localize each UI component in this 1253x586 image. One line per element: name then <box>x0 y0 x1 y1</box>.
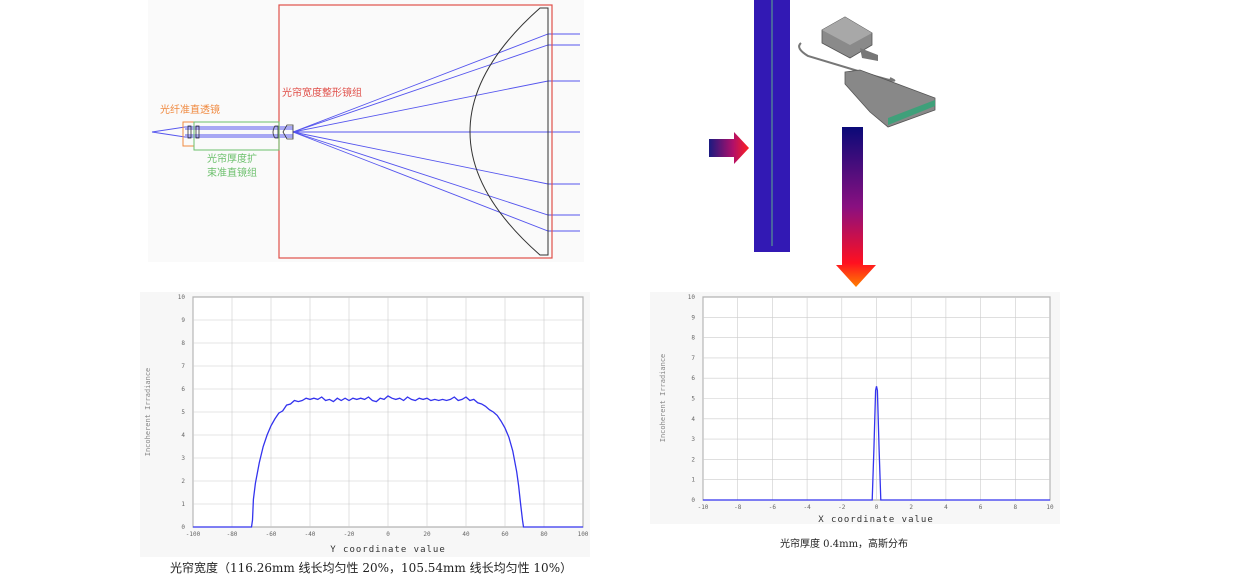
cylindrical-lens <box>469 7 549 256</box>
x-axis-label: X coordinate value <box>818 515 934 525</box>
y-tick-label: 5 <box>181 409 185 416</box>
y-tick-label: 9 <box>691 314 695 321</box>
x-tick-label: 100 <box>578 531 589 538</box>
series-line-irradiance <box>703 386 1050 501</box>
y-tick-label: 4 <box>691 416 695 423</box>
y-axis-label: Incoherent Irradiance <box>144 368 152 457</box>
x-tick-label: 8 <box>1013 504 1017 511</box>
gridlines <box>192 296 584 528</box>
optical-layout-diagram: 光纤准直透镜 光帘厚度扩 束准直镜组 光帘宽度整形镜组 <box>148 0 584 262</box>
light-sheet-illustration <box>709 0 936 287</box>
gridlines <box>702 296 1051 501</box>
x-tick-label: 0 <box>386 531 390 538</box>
x-tick-label: -20 <box>344 531 355 538</box>
y-tick-labels: 0 1 2 3 4 5 6 7 8 9 10 <box>688 294 696 504</box>
lens-icon <box>187 125 192 139</box>
lens-icon <box>272 125 279 139</box>
y-tick-label: 10 <box>688 294 696 301</box>
x-tick-label: -40 <box>305 531 316 538</box>
y-tick-label: 0 <box>691 497 695 504</box>
y-tick-label: 2 <box>181 478 185 485</box>
thickness-expander-box <box>193 121 280 151</box>
x-tick-label: 40 <box>462 531 470 538</box>
detector-device-icon <box>798 16 936 128</box>
series-line-irradiance <box>193 395 583 528</box>
chart-thickness-irradiance: -10 -8 -6 -4 -2 0 2 4 6 8 10 0 1 2 3 4 5 6 7 8 9 10 X coordi… <box>650 292 1060 550</box>
lens-icon <box>195 125 200 139</box>
y-tick-label: 3 <box>181 455 185 462</box>
x-tick-label: 6 <box>979 504 983 511</box>
x-axis-label: Y coordinate value <box>330 545 446 555</box>
chart-caption: 光帘厚度 0.4mm，高斯分布 <box>780 537 908 550</box>
y-tick-label: 8 <box>691 335 695 342</box>
y-tick-label: 5 <box>691 396 695 403</box>
y-axis-label: Incoherent Irradiance <box>659 354 667 443</box>
x-tick-label: 4 <box>944 504 948 511</box>
x-tick-label: 0 <box>875 504 879 511</box>
label-fiber-collimator: 光纤准直透镜 <box>160 103 220 116</box>
y-tick-label: 9 <box>181 317 185 324</box>
x-tick-labels: -10 -8 -6 -4 -2 0 2 4 6 8 10 <box>698 504 1054 511</box>
label-width-group: 光帘宽度整形镜组 <box>282 86 362 99</box>
light-rays <box>151 33 580 232</box>
x-tick-label: 20 <box>423 531 431 538</box>
y-tick-label: 4 <box>181 432 185 439</box>
y-tick-label: 7 <box>181 363 185 370</box>
y-tick-label: 1 <box>181 501 185 508</box>
series <box>193 395 583 528</box>
y-tick-labels: 0 1 2 3 4 5 6 7 8 9 10 <box>178 294 186 531</box>
y-tick-label: 0 <box>181 524 185 531</box>
x-tick-label: -10 <box>698 504 709 511</box>
x-tick-label: 80 <box>540 531 548 538</box>
y-tick-label: 7 <box>691 355 695 362</box>
arrow-down-icon <box>836 127 876 287</box>
chart-width-irradiance: -100 -80 -60 -40 -20 0 20 40 60 80 100 0 1 2 3 4 5 6 7 8 9 1… <box>140 292 590 575</box>
series <box>703 386 1050 501</box>
x-tick-label: -100 <box>186 531 201 538</box>
x-tick-label: -80 <box>227 531 238 538</box>
x-tick-label: -60 <box>266 531 277 538</box>
y-tick-label: 1 <box>691 477 695 484</box>
x-tick-label: -4 <box>803 504 811 511</box>
collimated-beam <box>151 126 293 138</box>
arrow-right-icon <box>709 132 749 164</box>
label-thickness-group: 光帘厚度扩 <box>207 152 257 165</box>
y-tick-label: 6 <box>691 375 695 382</box>
chart-caption: 光帘宽度（116.26mm 线长均匀性 20%，105.54mm 线长均匀性 1… <box>170 560 572 575</box>
x-tick-label: -8 <box>734 504 742 511</box>
y-tick-label: 10 <box>178 294 186 301</box>
y-tick-label: 3 <box>691 436 695 443</box>
y-tick-label: 2 <box>691 456 695 463</box>
x-tick-label: 60 <box>501 531 509 538</box>
x-tick-label: 2 <box>909 504 913 511</box>
y-tick-label: 6 <box>181 386 185 393</box>
diagram-background <box>148 0 584 262</box>
x-tick-labels: -100 -80 -60 -40 -20 0 20 40 60 80 100 <box>186 531 589 538</box>
x-tick-label: 10 <box>1046 504 1054 511</box>
x-tick-label: -6 <box>769 504 777 511</box>
x-tick-label: -2 <box>838 504 846 511</box>
label-thickness-group: 束准直镜组 <box>207 166 257 179</box>
lens-icon <box>282 124 294 140</box>
y-tick-label: 8 <box>181 340 185 347</box>
